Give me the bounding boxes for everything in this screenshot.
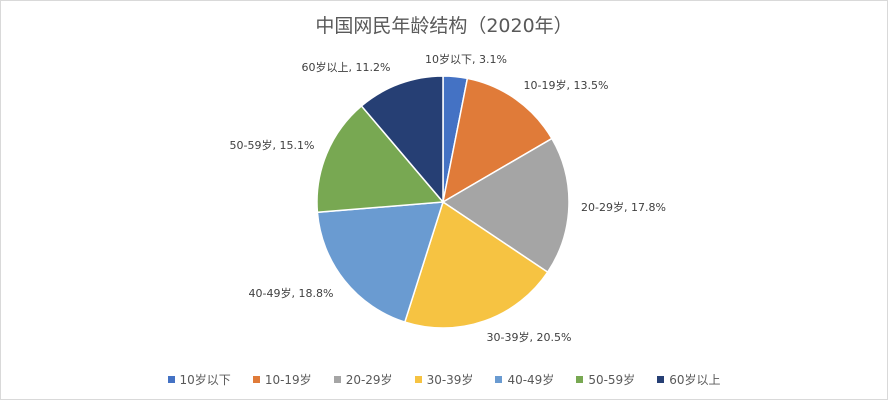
pie-slice-4 xyxy=(403,200,549,329)
legend-item-1: 10岁以下 xyxy=(167,371,231,388)
legend-swatch xyxy=(576,376,584,383)
legend-item-5: 40-49岁 xyxy=(495,371,554,388)
legend-swatch xyxy=(333,376,341,383)
data-label-2: 10-19岁, 13.5% xyxy=(524,78,609,92)
legend-item-2: 10-19岁 xyxy=(252,371,312,388)
pie-slice-3 xyxy=(441,137,570,274)
legend-item-4: 30-39岁 xyxy=(414,371,474,388)
legend-label: 60岁以上 xyxy=(669,373,721,387)
legend-swatch xyxy=(414,376,422,383)
legend-swatch xyxy=(495,376,503,383)
legend-label: 10岁以下 xyxy=(179,373,231,387)
pie-slice-5 xyxy=(316,201,445,324)
pie-slice-7 xyxy=(360,75,444,205)
legend-label: 40-49岁 xyxy=(507,373,555,387)
legend-item-6: 50-59岁 xyxy=(576,371,635,388)
legend-label: 20-29岁 xyxy=(345,373,393,387)
data-label-7: 60岁以上, 11.2% xyxy=(302,60,391,74)
legend-label: 10-19岁 xyxy=(264,373,312,387)
legend-swatch xyxy=(252,376,260,383)
data-label-6: 50-59岁, 15.1% xyxy=(230,138,315,152)
legend-item-3: 20-29岁 xyxy=(333,371,393,388)
data-label-3: 20-29岁, 17.8% xyxy=(581,200,666,214)
legend-label: 30-39岁 xyxy=(426,373,474,387)
legend-item-7: 60岁以上 xyxy=(657,371,720,388)
chart-legend: 10岁以下 10-19岁 20-29岁 30-39岁 40-49岁 50-59岁 60岁以上 xyxy=(1,371,887,388)
legend-swatch xyxy=(167,376,175,383)
legend-swatch xyxy=(657,376,665,383)
data-label-1: 10岁以下, 3.1% xyxy=(425,52,507,66)
pie-slice-2 xyxy=(441,77,553,204)
data-label-5: 40-49岁, 18.8% xyxy=(249,286,334,300)
legend-label: 50-59岁 xyxy=(588,373,636,387)
pie-slice-6 xyxy=(316,104,445,214)
data-label-4: 30-39岁, 20.5% xyxy=(487,330,572,344)
chart-title: 中国网民年龄结构（2020年） xyxy=(315,15,573,37)
